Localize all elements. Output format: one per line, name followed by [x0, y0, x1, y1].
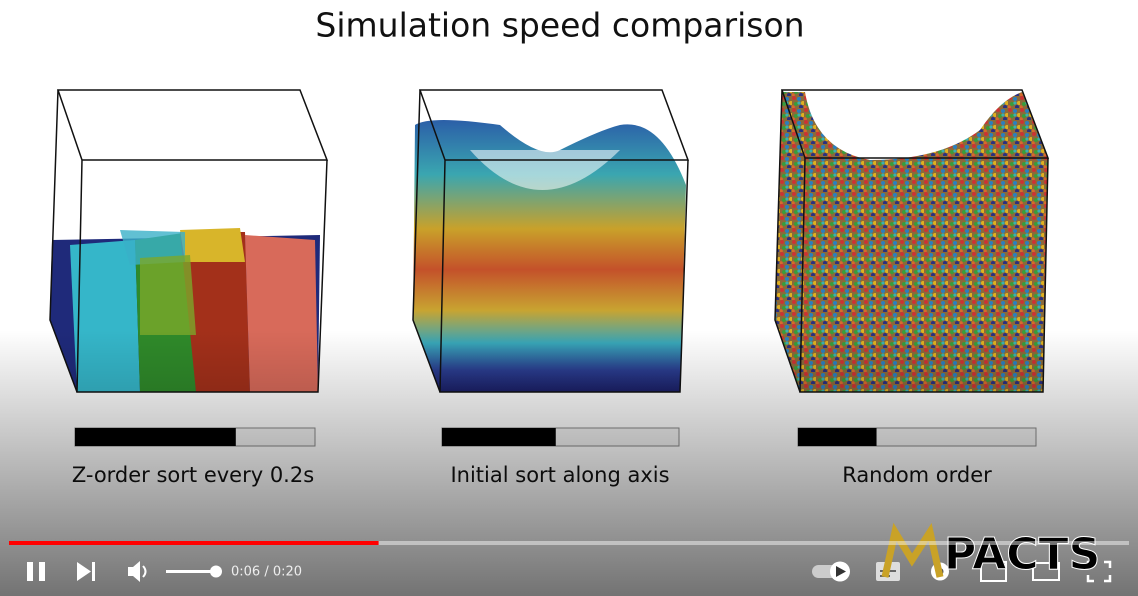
seek-progress	[9, 541, 379, 545]
theater-button[interactable]	[1032, 562, 1060, 581]
fullscreen-button[interactable]	[1086, 560, 1112, 583]
logo: PACTS	[881, 522, 1101, 581]
volume-level	[166, 570, 216, 573]
miniplayer-button[interactable]	[980, 561, 1007, 582]
autoplay-toggle[interactable]	[812, 561, 850, 582]
next-button[interactable]	[77, 562, 95, 581]
time-display: 0:06 / 0:20	[231, 565, 302, 580]
pause-button[interactable]	[27, 562, 45, 581]
title: Simulation speed comparison	[315, 6, 804, 45]
seek-track[interactable]	[9, 541, 1129, 545]
logo-text: PACTS	[944, 529, 1100, 580]
control-shade	[0, 330, 1138, 596]
volume-button[interactable]	[128, 561, 147, 582]
volume-knob[interactable]	[210, 565, 222, 578]
